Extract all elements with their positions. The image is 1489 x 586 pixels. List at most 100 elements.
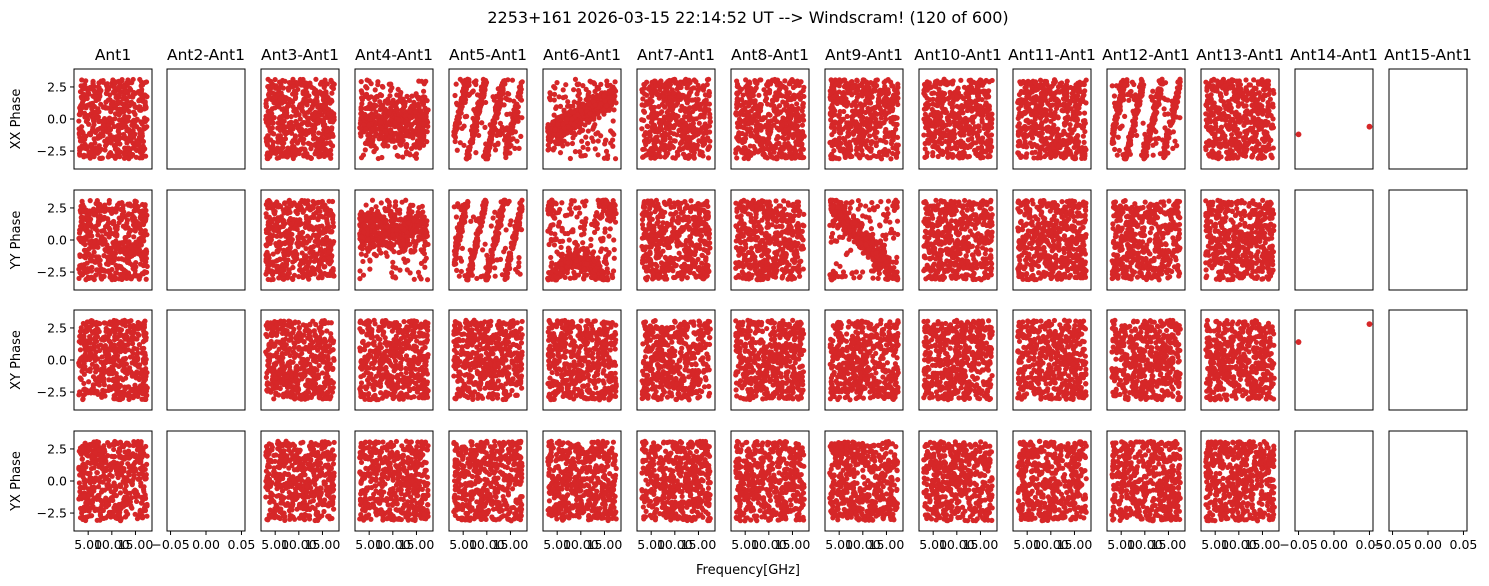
data-point [368, 117, 373, 122]
data-point [291, 479, 296, 484]
data-point [113, 146, 118, 151]
data-point [357, 268, 362, 273]
data-point [268, 237, 273, 242]
data-point [330, 119, 335, 124]
data-point [286, 198, 291, 203]
data-point [373, 87, 378, 92]
data-point [302, 259, 307, 264]
data-point [273, 222, 278, 227]
data-point [102, 382, 107, 387]
data-point [126, 145, 131, 150]
data-point [393, 145, 398, 150]
data-point [419, 276, 424, 281]
data-point [117, 346, 122, 351]
data-point [289, 98, 294, 103]
data-point [387, 111, 392, 116]
data-point [274, 514, 279, 519]
data-point [331, 86, 336, 91]
data-point [275, 330, 280, 335]
data-point [279, 353, 284, 358]
data-point [289, 232, 294, 237]
data-point [294, 334, 299, 339]
data-point [119, 501, 124, 506]
data-point [317, 393, 322, 398]
data-point [324, 219, 329, 224]
data-point [293, 135, 298, 140]
x-tick-label: 0.00 [192, 537, 220, 552]
data-point [321, 147, 326, 152]
data-point [270, 473, 275, 478]
data-point [391, 139, 396, 144]
data-point [127, 365, 132, 370]
data-point [271, 325, 276, 330]
data-point [85, 453, 90, 458]
data-point [144, 502, 149, 507]
data-point [106, 258, 111, 263]
panel-ant1-yy-phase: −2.50.02.5YY Phase [9, 190, 152, 290]
data-point [131, 475, 136, 480]
data-point [137, 77, 142, 82]
data-point [98, 88, 103, 93]
data-point [110, 474, 115, 479]
data-point [82, 209, 87, 214]
panel-frame [167, 431, 245, 531]
data-point [76, 467, 81, 472]
data-point [377, 99, 382, 104]
data-point [289, 131, 294, 136]
data-point [388, 82, 393, 87]
data-point [371, 126, 376, 131]
data-point [77, 449, 82, 454]
data-point [136, 325, 141, 330]
data-point [86, 493, 91, 498]
data-point [264, 269, 269, 274]
panel-ant3-ant1-xy-phase [261, 310, 339, 410]
data-point [83, 352, 88, 357]
data-point [119, 443, 124, 448]
data-point [111, 396, 116, 401]
data-point [416, 79, 421, 84]
data-point [293, 386, 298, 391]
data-point [284, 205, 289, 210]
data-point [79, 506, 84, 511]
data-point [398, 95, 403, 100]
data-point [91, 374, 96, 379]
data-point [299, 351, 304, 356]
data-point [330, 217, 335, 222]
data-point [112, 337, 117, 342]
data-point [94, 320, 99, 325]
data-point [378, 120, 383, 125]
data-point [327, 241, 332, 246]
data-point [120, 121, 125, 126]
data-point [329, 270, 334, 275]
data-point [320, 502, 325, 507]
data-point [126, 275, 131, 280]
data-point [117, 220, 122, 225]
y-tick-label: 2.5 [47, 200, 67, 215]
data-point [321, 454, 326, 459]
data-point [89, 268, 94, 273]
data-point [359, 90, 364, 95]
data-point [282, 79, 287, 84]
data-point [282, 110, 287, 115]
data-point [143, 259, 148, 264]
data-point [125, 260, 130, 265]
data-point [268, 145, 273, 150]
data-point [273, 375, 278, 380]
data-point [132, 355, 137, 360]
data-point [380, 142, 385, 147]
data-point [387, 200, 392, 205]
data-point [306, 202, 311, 207]
data-point [105, 136, 110, 141]
data-point [112, 441, 117, 446]
data-point [97, 239, 102, 244]
data-point [306, 277, 311, 282]
data-point [380, 134, 385, 139]
data-point [315, 99, 320, 104]
data-point [407, 108, 412, 113]
data-point [112, 355, 117, 360]
data-point [122, 269, 127, 274]
data-point [413, 109, 418, 114]
data-point [298, 440, 303, 445]
data-point [124, 455, 129, 460]
data-point [317, 214, 322, 219]
